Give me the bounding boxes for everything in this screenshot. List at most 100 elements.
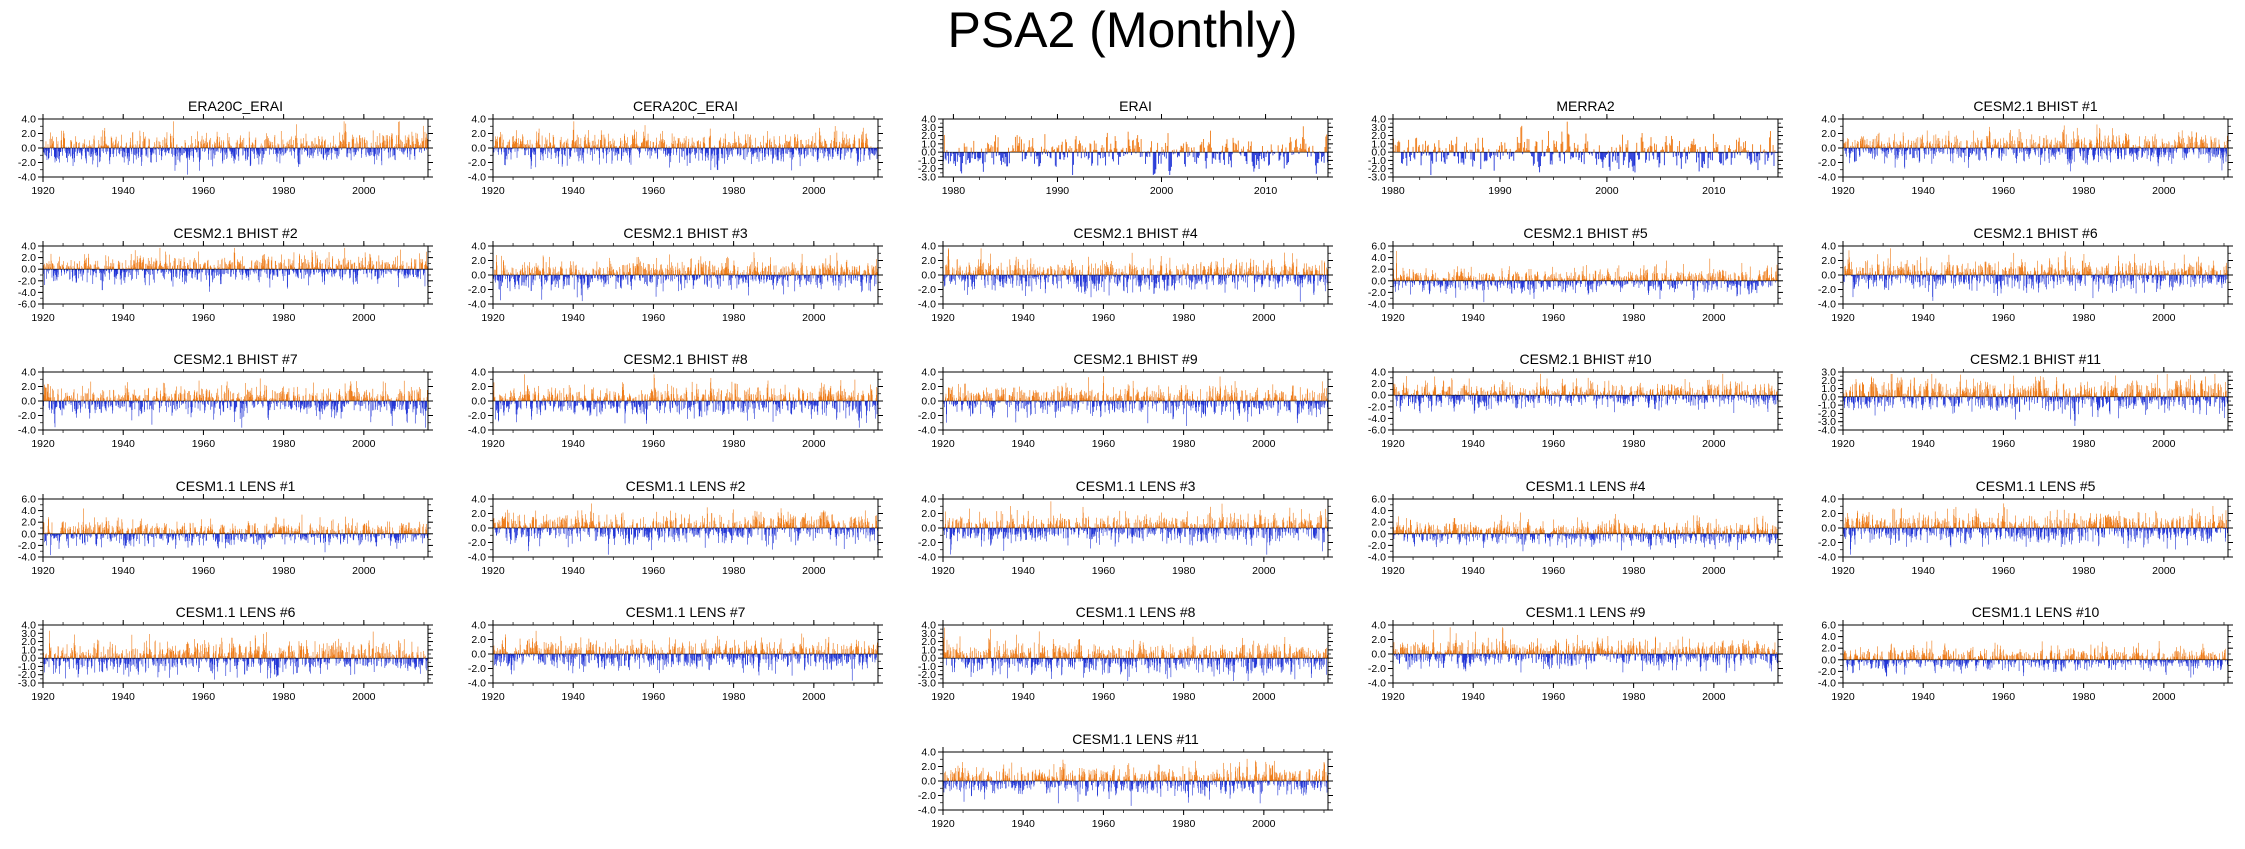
bar (1221, 150, 1223, 153)
bar (1978, 148, 1980, 151)
bar (800, 148, 802, 156)
bar (2064, 148, 2066, 155)
bar (281, 148, 283, 156)
bar (734, 141, 736, 148)
bar (516, 148, 518, 158)
bar (181, 148, 182, 155)
bar (1695, 144, 1697, 153)
bar (1001, 152, 1002, 165)
bar (2027, 148, 2028, 152)
bar (2058, 141, 2060, 148)
x-tick-label: 2010 (1702, 185, 1726, 197)
bar (649, 148, 650, 150)
bar (2134, 148, 2135, 149)
bar (521, 144, 523, 148)
bar (376, 136, 378, 148)
bar (156, 137, 158, 148)
bar (1657, 152, 1659, 158)
bar (121, 148, 123, 157)
bar (1935, 134, 1937, 148)
bar (1687, 152, 1688, 160)
bar (338, 148, 340, 157)
bar (2017, 148, 2018, 157)
bar (280, 131, 282, 148)
bar (550, 143, 552, 148)
bar (255, 146, 256, 148)
bar (70, 142, 72, 148)
bar (318, 144, 320, 148)
bar (1318, 152, 1320, 159)
bar (663, 148, 664, 154)
bar (404, 145, 406, 148)
bar (1059, 152, 1061, 160)
bar (578, 137, 579, 148)
bar (232, 148, 234, 153)
bar (371, 146, 372, 148)
bar (2124, 148, 2125, 160)
bar (352, 134, 353, 148)
bar (509, 148, 511, 151)
bar (1014, 136, 1016, 153)
bar (1850, 148, 1851, 155)
bar (2172, 144, 2174, 148)
bar (640, 148, 641, 153)
bar (758, 146, 759, 148)
bar (857, 148, 859, 161)
bar (1851, 148, 1852, 151)
bar (192, 148, 194, 157)
bar (368, 147, 370, 148)
bar (1614, 152, 1616, 161)
bar (768, 148, 769, 156)
bar (146, 148, 147, 155)
bar (634, 138, 636, 148)
bar (80, 148, 82, 154)
bar (2012, 136, 2013, 148)
y-tick-label: -4.0 (1818, 172, 1836, 184)
x-tick-label: 2000 (1150, 185, 1174, 197)
bar (1942, 147, 1944, 148)
bar (177, 148, 178, 157)
bar (1119, 152, 1120, 157)
bar (657, 148, 659, 158)
bar (85, 148, 87, 156)
bar (1741, 150, 1743, 153)
bar (1888, 148, 1889, 154)
bar (799, 148, 801, 167)
bar (964, 146, 966, 153)
bar (199, 148, 201, 157)
bar (774, 139, 775, 148)
bar (303, 138, 304, 148)
bar (532, 145, 533, 148)
bar (762, 148, 763, 161)
bar (622, 148, 624, 156)
bar (793, 148, 794, 154)
bar (1644, 148, 1646, 153)
bar (1060, 152, 1061, 160)
bar (284, 148, 286, 153)
bar (1875, 148, 1877, 157)
bar (1315, 152, 1317, 174)
bar (1990, 145, 1991, 148)
bar (301, 144, 302, 148)
bar (653, 142, 655, 148)
bar (1968, 148, 1970, 151)
bar (1970, 148, 1971, 154)
bar (253, 148, 255, 154)
bar (327, 148, 328, 157)
bar (310, 148, 312, 150)
bar (67, 269, 69, 272)
bar (855, 148, 857, 154)
bar (860, 148, 862, 155)
bar (1892, 148, 1894, 149)
bar (1955, 144, 1956, 148)
bar (625, 148, 627, 152)
bar (1956, 148, 1958, 155)
bar (795, 148, 797, 150)
bar (581, 148, 583, 158)
bar (265, 148, 267, 151)
bar (496, 141, 498, 148)
bar (273, 148, 274, 155)
bar (748, 148, 749, 153)
bar (617, 148, 619, 154)
bar (74, 148, 75, 163)
